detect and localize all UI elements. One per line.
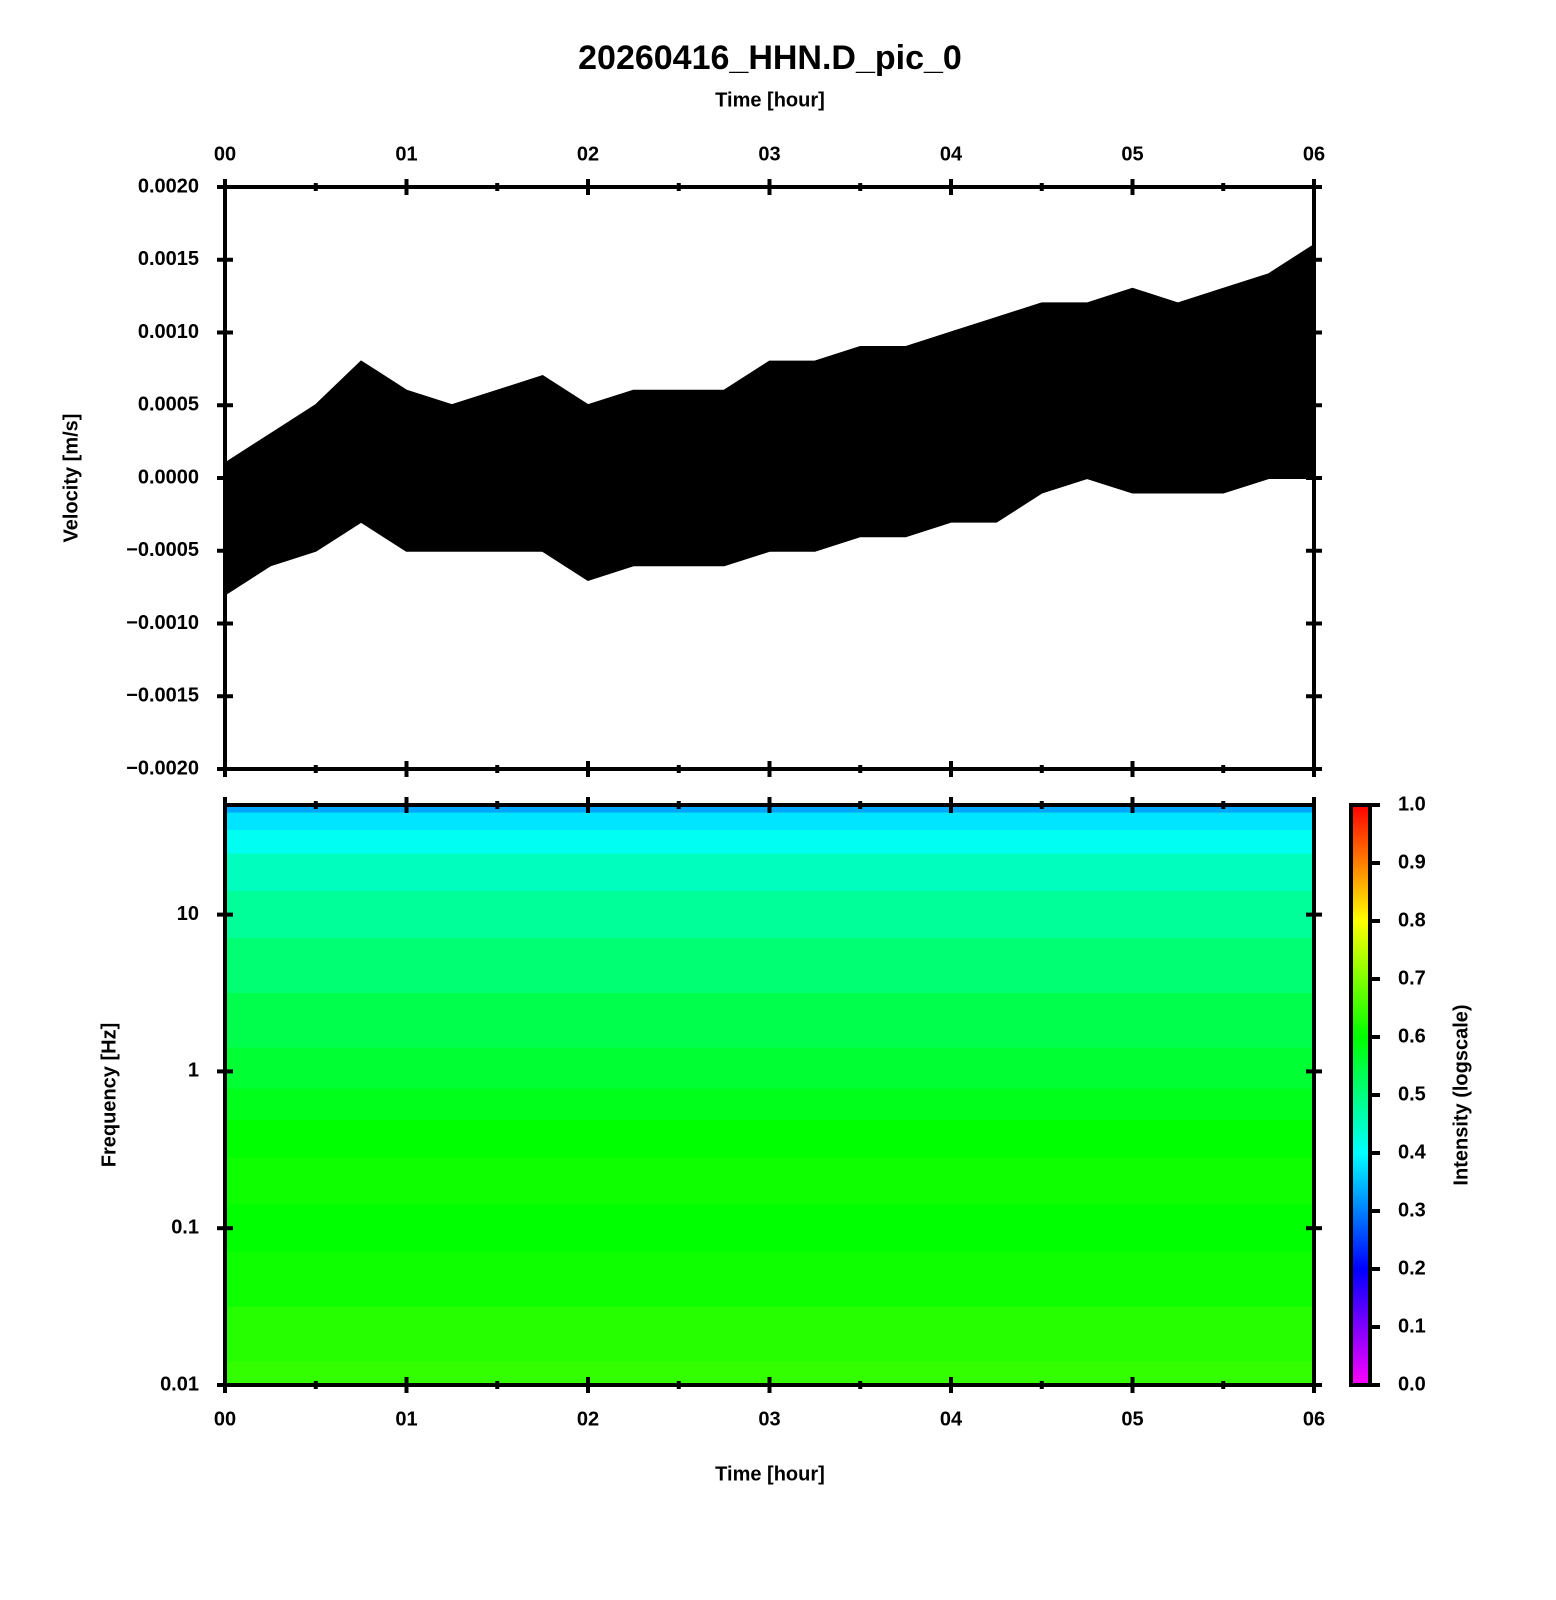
y-tick-label: 0.01: [160, 1373, 199, 1395]
x-tick-label: 00: [214, 1408, 236, 1430]
colorbar-tick-label: 0.4: [1398, 1141, 1427, 1163]
colorbar-tick-label: 0.5: [1398, 1083, 1426, 1105]
heatmap-row: [225, 992, 1314, 1049]
y-axis-label: Velocity [m/s]: [60, 414, 82, 543]
colorbar-tick-label: 0.9: [1398, 851, 1426, 873]
y-tick-label: −0.0020: [126, 757, 199, 779]
colorbar-tick-label: 0.6: [1398, 1025, 1426, 1047]
colorbar-tick-label: 0.3: [1398, 1199, 1426, 1221]
colorbar-tick-label: 0.2: [1398, 1257, 1426, 1279]
heatmap-row: [225, 938, 1314, 994]
heatmap-row: [225, 853, 1314, 892]
x-tick-label: 01: [395, 1408, 417, 1430]
heatmap-row: [225, 1204, 1314, 1253]
heatmap-row: [225, 1047, 1314, 1090]
colorbar-tick-label: 1.0: [1398, 793, 1426, 815]
y-tick-label: 1: [188, 1060, 199, 1082]
x-tick-label: 05: [1121, 1408, 1143, 1430]
heatmap-row: [225, 1157, 1314, 1206]
y-tick-label: −0.0005: [126, 539, 199, 561]
heatmap-row: [225, 1088, 1314, 1121]
colorbar-tick-label: 0.0: [1398, 1373, 1426, 1395]
x-axis-label: Time [hour]: [715, 1463, 825, 1485]
x-tick-label: 03: [758, 1408, 780, 1430]
x-axis-label: Time [hour]: [715, 89, 825, 111]
heatmap-row: [225, 890, 1314, 939]
y-tick-label: −0.0015: [126, 685, 199, 707]
x-tick-label: 04: [940, 143, 963, 165]
x-tick-label: 04: [940, 1408, 963, 1430]
y-tick-label: −0.0010: [126, 612, 199, 634]
waveform-envelope: [224, 243, 1315, 597]
y-tick-label: 0.0020: [138, 175, 199, 197]
colorbar-label: Intensity (logscale): [1450, 1004, 1472, 1185]
y-axis-label: Frequency [Hz]: [98, 1023, 120, 1167]
x-tick-label: 02: [577, 1408, 599, 1430]
chart-title: 20260416_HHN.D_pic_0: [578, 39, 962, 77]
colorbar-tick-label: 0.8: [1398, 909, 1426, 931]
heatmap-row: [225, 812, 1314, 831]
x-tick-label: 06: [1303, 143, 1325, 165]
y-tick-label: 0.0005: [138, 394, 199, 416]
heatmap-row: [225, 1306, 1314, 1362]
heatmap-row: [225, 1251, 1314, 1308]
colorbar-tick-label: 0.7: [1398, 967, 1426, 989]
x-tick-label: 02: [577, 143, 599, 165]
colorbar: [1349, 803, 1372, 1387]
y-tick-label: 0.0015: [138, 248, 199, 270]
y-tick-label: 0.0010: [138, 321, 199, 343]
x-tick-label: 00: [214, 143, 236, 165]
heatmap-row: [225, 1119, 1314, 1158]
x-tick-label: 06: [1303, 1408, 1325, 1430]
y-tick-label: 10: [177, 903, 199, 925]
x-tick-label: 03: [758, 143, 780, 165]
y-tick-label: 0.0000: [138, 466, 199, 488]
heatmap-row: [225, 829, 1314, 855]
x-tick-label: 05: [1121, 143, 1143, 165]
y-tick-label: 0.1: [171, 1216, 199, 1238]
x-tick-label: 01: [395, 143, 417, 165]
colorbar-tick-label: 0.1: [1398, 1315, 1426, 1337]
